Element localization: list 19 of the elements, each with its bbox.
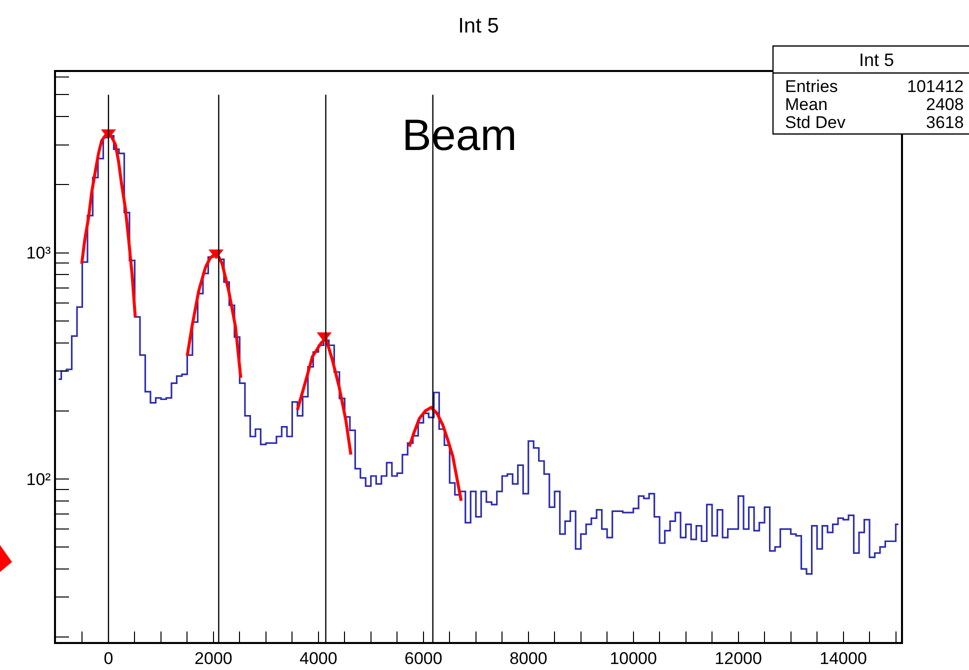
x-tick-label: 14000 [820,649,867,668]
line-series [408,406,463,502]
annotation: Mean [785,95,828,114]
x-tick-label: 10000 [610,649,657,668]
text: 2408 [926,95,964,114]
text: Int 5 [859,50,894,70]
text: 101412 [907,77,964,96]
chart-title: Int 5 [458,14,499,38]
x-tick-label: 0 [104,649,114,668]
x-tick-label: 8000 [509,649,548,668]
x-tick-label: 4000 [300,649,338,668]
text: 3618 [926,113,964,132]
x-tick-label: 2000 [194,649,232,668]
x-tick-label: 6000 [404,649,442,668]
x-tick-label: 12000 [714,649,762,668]
y-tick-label: 10³ [26,244,52,263]
y-tick-label: 10² [26,470,52,489]
annotation: Std Dev [785,113,846,132]
annotation: Entries [785,77,838,96]
